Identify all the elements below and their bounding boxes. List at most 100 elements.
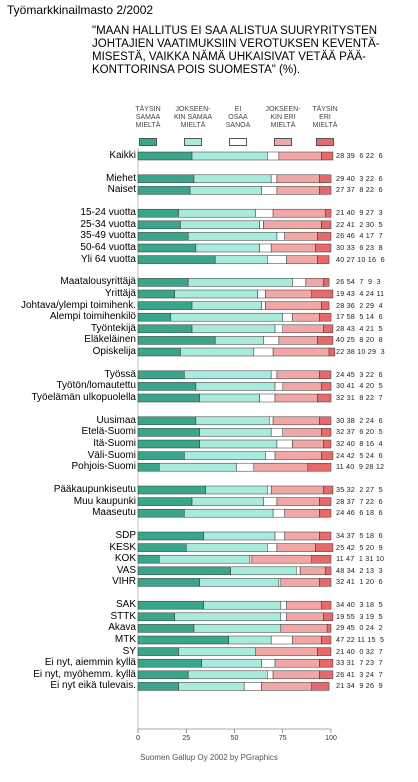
- bar-segment: [137, 658, 202, 668]
- bar-segment: [326, 624, 332, 633]
- bar-segment: [265, 301, 322, 310]
- bar-segment: [187, 278, 293, 287]
- bar-segment: [137, 554, 160, 564]
- category-label: Ei nyt, aiemmin kyllä: [44, 657, 136, 669]
- bar-segment: [311, 289, 334, 299]
- bar-segment: [282, 382, 322, 391]
- row-values: 24 45 3 22 6: [336, 369, 383, 379]
- category-label: SDP: [115, 530, 136, 541]
- bar-segment: [319, 508, 332, 518]
- category-label: Muu kaupunki: [73, 495, 136, 507]
- bar-segment: [323, 612, 334, 622]
- bar-segment: [319, 658, 334, 668]
- bar-segment: [319, 670, 334, 680]
- bar-segment: [261, 301, 266, 310]
- bar-segment: [137, 451, 185, 460]
- bar-segment: [321, 382, 332, 391]
- bar-segment: [317, 336, 334, 345]
- bar-segment: [189, 186, 262, 195]
- bar-segment: [137, 301, 193, 310]
- bar-segment: [280, 612, 287, 622]
- category-label: Väli-Suomi: [87, 449, 136, 461]
- bar-segment: [272, 208, 326, 218]
- bar-segment: [274, 324, 283, 334]
- row-values: 26 41 3 24 7: [336, 669, 383, 679]
- row-values: 26 54 7 9 3: [336, 277, 381, 287]
- bar-segment: [180, 347, 255, 357]
- bar-segment: [184, 451, 266, 460]
- bar-segment: [267, 485, 272, 495]
- bar-segment: [305, 278, 324, 287]
- x-tick-label: 50: [230, 735, 239, 742]
- category-label: KESK: [109, 541, 136, 553]
- bar-segment: [199, 439, 278, 449]
- bar-segment: [280, 578, 320, 587]
- bar-segment: [137, 324, 193, 334]
- bar-segment: [137, 243, 197, 253]
- bar-segment: [137, 485, 206, 495]
- bar-segment: [321, 600, 332, 610]
- category-label: MTK: [114, 634, 136, 645]
- bar-segment: [282, 428, 322, 437]
- category-label: 15-24 vuotta: [80, 207, 136, 219]
- row-values: 33 31 7 23 7: [336, 658, 383, 668]
- bar-segment: [319, 416, 332, 426]
- bar-segment: [137, 600, 204, 610]
- row-values: 17 58 5 14 6: [336, 312, 383, 322]
- row-values: 34 40 3 18 5: [336, 600, 383, 610]
- bar-segment: [137, 531, 204, 541]
- legend-label: TÄYSIN SAMAA MIELTÄ: [135, 106, 161, 129]
- row-values: 21 40 9 27 3: [336, 208, 383, 218]
- category-label: Työssä: [104, 368, 136, 380]
- bar-segment: [261, 682, 312, 691]
- row-values: 22 38 10 29 3: [336, 347, 385, 356]
- category-label: VAS: [116, 564, 136, 576]
- category-label: STTK: [110, 610, 136, 622]
- row-values: 11 40 9 28 12: [336, 462, 385, 472]
- bar-segment: [214, 255, 268, 264]
- bar-segment: [228, 635, 272, 645]
- bar-segment: [307, 462, 332, 472]
- legend-label: EI OSAA SANOA: [225, 106, 251, 129]
- bar-segment: [243, 682, 262, 691]
- bar-segment: [272, 347, 330, 357]
- bar-segment: [270, 370, 278, 380]
- bar-segment: [178, 208, 256, 218]
- bar-segment: [174, 612, 282, 622]
- bar-segment: [263, 497, 278, 506]
- bar-segment: [137, 382, 197, 391]
- bar-segment: [319, 578, 332, 587]
- bar-segment: [137, 255, 216, 264]
- bar-segment: [137, 370, 185, 380]
- row-values: 28 37 7 22 6: [336, 496, 383, 506]
- bar-segment: [191, 497, 264, 506]
- row-values: 28 36 2 29 4: [336, 300, 383, 310]
- bar-segment: [278, 578, 282, 587]
- bar-segment: [323, 278, 330, 287]
- category-label: Uusimaa: [96, 414, 136, 426]
- category-label: Pohjois-Suomi: [71, 461, 136, 473]
- bar-segment: [137, 682, 179, 691]
- bar-segment: [317, 393, 332, 403]
- bar-segment: [276, 543, 316, 552]
- bar-segment: [319, 312, 332, 322]
- bar-segment: [315, 243, 332, 253]
- bar-segment: [158, 554, 251, 564]
- bar-segment: [311, 554, 332, 564]
- category-label: Johtava/ylempi toimihenk.: [20, 299, 136, 311]
- bar-segment: [317, 647, 332, 656]
- bar-segment: [137, 508, 185, 518]
- bar-segment: [282, 324, 324, 334]
- bar-segment: [187, 670, 268, 680]
- bar-segment: [272, 416, 320, 426]
- bar-segment: [263, 220, 322, 230]
- bar-segment: [137, 289, 175, 299]
- bar-segment: [324, 208, 332, 218]
- bar-segment: [296, 566, 301, 576]
- bar-segment: [274, 658, 320, 668]
- bar-segment: [286, 255, 318, 264]
- bar-segment: [323, 485, 334, 495]
- row-values: 32 37 6 20 5: [336, 427, 383, 437]
- legend-swatch: [316, 138, 334, 146]
- bar-segment: [276, 439, 293, 449]
